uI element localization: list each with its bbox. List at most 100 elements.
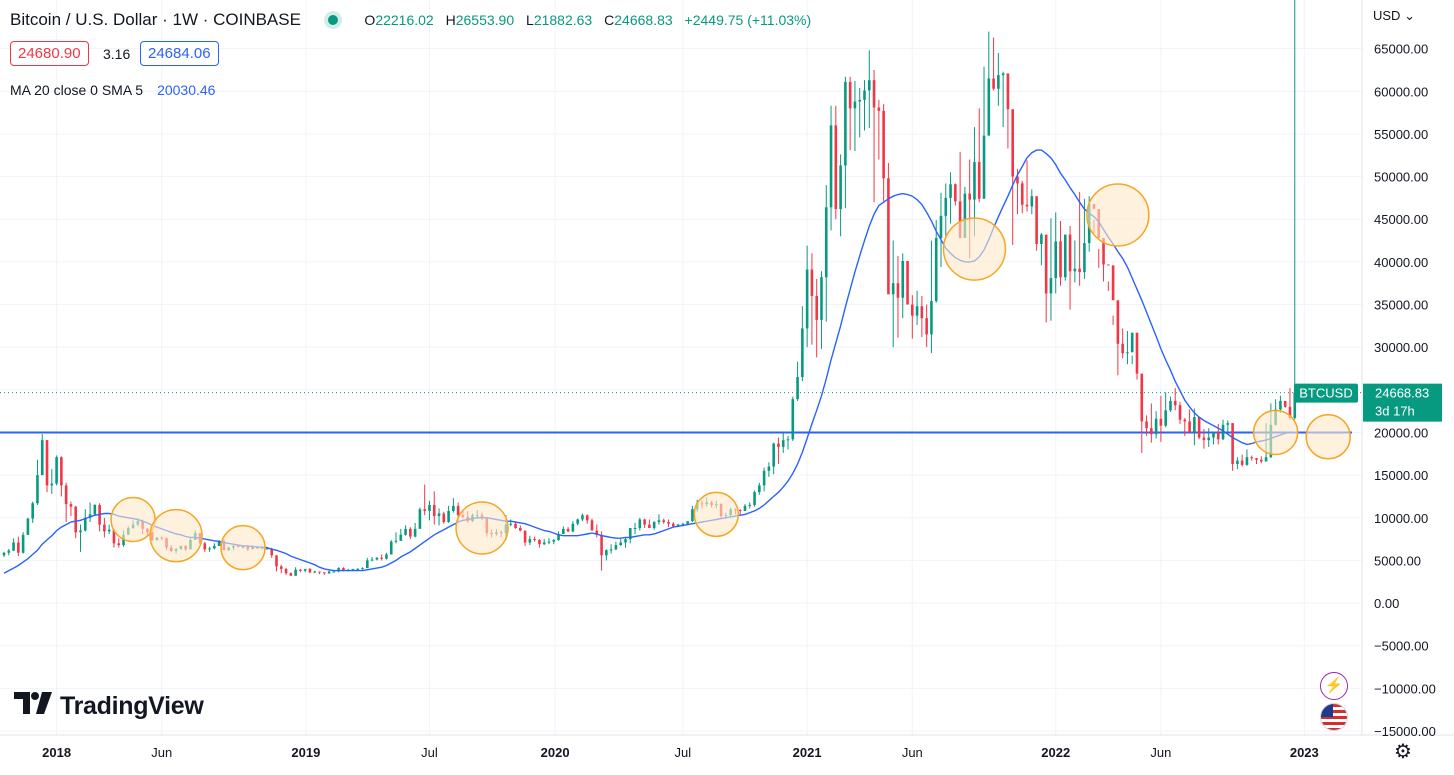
candle [213,543,216,550]
candle-body [844,81,847,166]
candle-body [1169,400,1172,411]
open-label: O [364,12,376,28]
currency-selector[interactable]: USD ⌄ [1373,8,1415,24]
candle-body [79,530,82,533]
candle-body [1145,421,1148,429]
candle [557,531,560,541]
candle [1135,332,1139,380]
candle [442,511,446,524]
candle-body [743,505,747,511]
candle-body [982,135,986,199]
candle-body [1216,432,1220,440]
candle [313,570,317,574]
candle [1054,212,1058,294]
candle-body [21,534,25,553]
price-tick-label: −10000.00 [1374,681,1436,696]
time-tick-label: Jul [675,745,692,760]
candle-body [848,81,852,109]
candle [437,508,441,526]
candle [1121,328,1124,359]
candle [1083,198,1086,279]
low-value: 21882.63 [533,12,593,28]
candle-body [265,548,269,550]
candle-body [1078,268,1081,273]
candle-body [576,519,579,524]
candle-body [1159,418,1163,426]
candle [322,572,326,575]
candle-body [1202,437,1206,441]
candle [581,513,584,522]
lightning-icon[interactable]: ⚡ [1320,672,1348,700]
candle-body [1255,458,1258,460]
price-tick-label: 20000.00 [1374,425,1428,440]
candle-body [1188,421,1191,433]
candle-body [409,528,412,537]
candle [1044,234,1048,323]
candle [389,539,393,555]
candle-body [437,513,441,517]
candle-body [1197,417,1201,438]
price-tick-label: 5000.00 [1374,553,1421,568]
candle-body [17,542,20,553]
candle-body [528,539,532,543]
candle-body [519,528,522,531]
candle [624,537,627,548]
candle-body [801,328,804,378]
buy-button[interactable]: 24684.06 [140,41,219,66]
candle-body [767,466,771,471]
candle [848,76,852,151]
candle [911,295,914,339]
candle-body [686,521,689,524]
candle [1159,395,1163,442]
highlight-circle [110,496,156,543]
candle [447,505,450,523]
ma-indicator-legend[interactable]: MA 20 close 0 SMA 5 20030.46 [10,82,215,98]
candle-body [997,75,1000,89]
candle [399,528,403,541]
highlight-circle [1252,409,1299,456]
candle-body [413,528,417,537]
candle [1221,419,1225,441]
candle [404,525,407,536]
candle-body [1130,332,1134,353]
candle-body [514,523,517,528]
candle-body [1111,265,1115,301]
candle [652,521,656,530]
highlight-circle [942,217,1007,281]
candle [906,261,909,305]
candle-body [939,215,943,238]
candle [863,80,866,131]
candle [772,442,775,475]
candle [633,522,637,534]
candle [939,192,943,267]
candle [17,536,20,557]
candle-body [394,540,398,542]
symbol-title[interactable]: Bitcoin / U.S. Dollar · 1W · COINBASE [10,10,301,29]
candle-body [452,505,455,511]
candle-body [963,193,967,238]
candle-body [925,318,928,335]
candle-body [1068,234,1072,272]
time-tick-label: 2021 [793,745,822,760]
sell-button[interactable]: 24680.90 [10,41,89,66]
us-flag-icon[interactable] [1320,703,1348,731]
candle [992,37,995,91]
candle-body [839,165,842,209]
candle-body [337,568,340,572]
candle-body [36,475,39,504]
chevron-down-icon: ⌄ [1404,8,1415,23]
candle-body [509,523,513,525]
gear-icon[interactable]: ⚙ [1394,741,1412,763]
candle [69,501,73,517]
candle [1178,401,1182,424]
candle [79,524,82,552]
candle [1020,180,1024,214]
candle [1226,420,1230,433]
candle [117,538,121,548]
candle-body [1293,392,1297,418]
candle [887,162,890,295]
candle-body [1150,428,1153,435]
candle [958,151,962,238]
candle [538,539,541,548]
